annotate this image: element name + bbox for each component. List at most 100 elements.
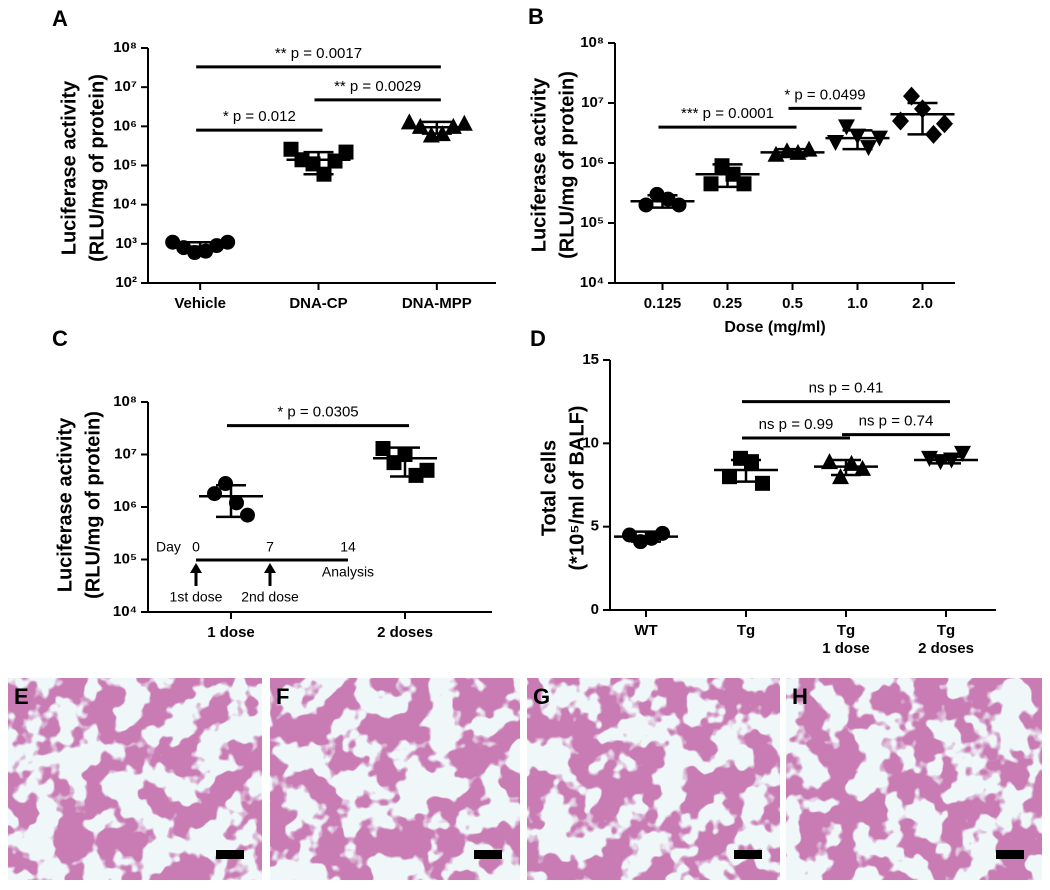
data-point <box>671 197 687 213</box>
significance-label: ns p = 0.74 <box>859 413 934 430</box>
timeline-day: 14 <box>340 539 356 555</box>
x-tick-label-box: 0.5 <box>782 295 803 312</box>
data-point <box>187 245 203 261</box>
significance-label: * p = 0.0305 <box>277 404 358 421</box>
data-point <box>744 454 759 470</box>
data-point <box>954 445 971 462</box>
data-point <box>838 119 855 136</box>
panel-letter: D <box>530 326 546 351</box>
x-tick-label-box: DNA-CP <box>289 295 348 312</box>
y-tick-label: 10² <box>115 274 137 291</box>
data-point <box>207 486 222 502</box>
inset-label: Day <box>156 539 181 555</box>
y-axis-label: Total cells <box>538 440 560 536</box>
data-point <box>638 197 654 213</box>
image-panel-letter: G <box>533 684 550 709</box>
data-point <box>229 495 244 511</box>
data-point <box>892 111 909 131</box>
data-point <box>419 462 435 478</box>
y-axis-label: (RLU/mg of protein) <box>556 71 578 259</box>
data-point <box>903 86 920 106</box>
significance-label: ** p = 0.0029 <box>334 78 421 95</box>
x-tick-label-box: 2.0 <box>912 295 933 312</box>
dose-arrow-head <box>190 563 202 573</box>
y-tick-label: 10⁷ <box>114 445 137 462</box>
y-tick-label: 10⁸ <box>580 34 604 51</box>
y-tick-label: 0 <box>591 601 599 618</box>
x-tick-label: 0.125 <box>643 295 682 312</box>
x-tick-label-box: 2 doses <box>377 624 433 641</box>
y-tick-label: 10 <box>582 434 599 451</box>
y-tick-label: 15 <box>582 351 599 368</box>
x-axis-label: Dose (mg/ml) <box>724 319 825 336</box>
x-tick-label-box: Tg 2 doses <box>918 622 974 657</box>
x-tick-label-box: Tg <box>736 622 756 639</box>
x-tick-label-box: 0.25 <box>713 295 742 312</box>
significance-label: * p = 0.0499 <box>784 86 865 103</box>
histology-airspace <box>527 678 780 880</box>
y-tick-label: 10⁷ <box>114 78 137 95</box>
y-tick-label: 10⁶ <box>113 498 137 515</box>
x-tick-label: WT <box>634 622 658 639</box>
y-tick-label: 5 <box>591 518 599 535</box>
y-tick-label: 10⁷ <box>581 94 604 111</box>
histology-airspace <box>786 678 1042 880</box>
y-tick-label: 10⁶ <box>113 117 137 134</box>
y-tick-label: 10⁴ <box>113 196 137 213</box>
data-point <box>655 525 670 541</box>
timeline-day: 0 <box>192 539 200 555</box>
scale-bar <box>474 850 502 859</box>
data-point <box>400 113 418 130</box>
x-tick-label: 2.0 <box>912 295 933 312</box>
image-panel-letter: E <box>14 684 29 709</box>
panel-letter: C <box>52 326 68 351</box>
dose-label: 2nd dose <box>241 589 299 605</box>
scale-bar <box>996 850 1024 859</box>
significance-label: ns p = 0.99 <box>759 416 834 433</box>
x-tick-label: Vehicle <box>174 295 227 312</box>
timeline-day: 7 <box>266 539 274 555</box>
x-tick-label: 1 dose <box>207 624 255 641</box>
y-tick-label: 10⁴ <box>580 274 604 291</box>
y-axis-label: (RLU/mg of protein) <box>86 74 108 262</box>
data-point <box>375 441 391 457</box>
panel-letter: B <box>528 4 544 29</box>
y-tick-label: 10⁶ <box>580 154 604 171</box>
data-point <box>755 475 770 491</box>
x-tick-label: Tg <box>736 622 756 639</box>
data-point <box>338 144 354 160</box>
y-tick-label: 10³ <box>115 235 137 252</box>
image-panel-letter: H <box>792 684 808 709</box>
x-tick-label: DNA-MPP <box>401 295 472 312</box>
y-tick-label: 10⁴ <box>113 603 137 620</box>
y-tick-label: 10⁸ <box>113 39 137 56</box>
scale-bar <box>216 850 244 859</box>
x-tick-label-box: 1 dose <box>207 624 255 641</box>
data-point <box>703 176 719 192</box>
x-tick-label: 2 doses <box>377 624 433 641</box>
data-point <box>936 114 953 134</box>
dose-arrow-head <box>264 563 276 573</box>
significance-label: * p = 0.012 <box>223 108 296 125</box>
y-axis-label: (*10⁵/ml of BALF) <box>566 406 588 571</box>
data-point <box>736 176 752 192</box>
significance-label: *** p = 0.0001 <box>681 105 774 122</box>
x-tick-label-box: DNA-MPP <box>401 295 472 312</box>
x-tick-label: Tg 1 dose <box>822 622 870 657</box>
data-point <box>240 507 255 523</box>
x-tick-label-box: Tg 1 dose <box>822 622 870 657</box>
x-tick-label: Tg 2 doses <box>918 622 974 657</box>
y-axis-label: Luciferase activity <box>58 80 80 255</box>
x-tick-label-box: WT <box>634 622 658 639</box>
data-point <box>411 117 429 134</box>
scale-bar <box>734 850 762 859</box>
y-tick-label: 10⁵ <box>580 214 604 231</box>
y-tick-label: 10⁵ <box>113 550 137 567</box>
data-point <box>218 476 233 492</box>
panel-letter: A <box>52 6 68 31</box>
x-tick-label-box: 0.125 <box>643 295 682 312</box>
x-tick-label: DNA-CP <box>289 295 348 312</box>
timeline-end: Analysis <box>322 564 374 580</box>
data-point <box>821 453 838 470</box>
